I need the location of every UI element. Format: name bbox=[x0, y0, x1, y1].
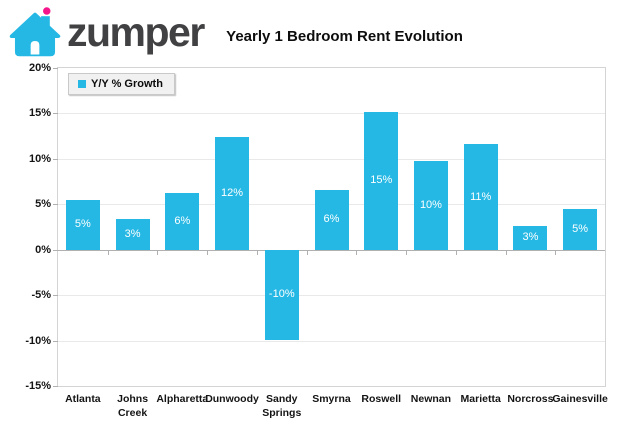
x-axis-tick bbox=[505, 249, 507, 255]
y-axis-tick bbox=[53, 340, 58, 342]
y-axis-tick bbox=[53, 249, 58, 251]
x-axis-tick bbox=[107, 249, 109, 255]
gridline bbox=[58, 113, 605, 115]
x-axis-category-label: Atlanta bbox=[65, 393, 101, 405]
zumper-wordmark: zumper bbox=[67, 8, 205, 55]
y-axis-tick bbox=[53, 386, 58, 387]
bar-value-label: 6% bbox=[174, 215, 191, 228]
legend-label: Y/Y % Growth bbox=[91, 78, 163, 90]
bar-sandy-springs: -10% bbox=[264, 249, 299, 340]
legend: Y/Y % Growth bbox=[68, 73, 175, 95]
gridline bbox=[58, 340, 605, 342]
x-axis-tick bbox=[256, 249, 258, 255]
y-axis-tick-label: 20% bbox=[28, 62, 51, 74]
x-axis-tick bbox=[157, 249, 159, 255]
bar-gainesville: 5% bbox=[563, 208, 598, 250]
legend-swatch bbox=[78, 80, 86, 88]
y-axis-tick bbox=[53, 158, 58, 160]
bar-value-label: 3% bbox=[124, 227, 141, 240]
x-axis-category-label: Gainesville bbox=[552, 393, 608, 405]
x-axis-tick bbox=[207, 249, 209, 255]
x-axis-category-label: Roswell bbox=[361, 393, 402, 405]
bar-value-label: 10% bbox=[419, 198, 442, 211]
y-axis-tick-label: -15% bbox=[25, 380, 51, 392]
bar-value-label: 15% bbox=[370, 174, 393, 187]
y-axis-tick-label: -10% bbox=[25, 334, 51, 347]
y-axis-tick bbox=[53, 295, 58, 297]
x-axis-tick bbox=[306, 249, 308, 255]
zero-axis-line bbox=[58, 249, 605, 251]
zumper-logo: zumper bbox=[8, 5, 205, 57]
y-axis-tick bbox=[53, 204, 58, 206]
bar-roswell: 15% bbox=[364, 111, 399, 250]
x-axis-category-label: Norcross bbox=[507, 393, 554, 405]
x-axis-category-label: Alpharetta bbox=[156, 393, 209, 405]
bar-value-label: 12% bbox=[221, 186, 244, 199]
gridline bbox=[58, 295, 605, 297]
gridline bbox=[58, 158, 605, 160]
bar-johns-creek: 3% bbox=[115, 218, 150, 250]
bar-value-label: 5% bbox=[572, 222, 589, 235]
bar-value-label: -10% bbox=[268, 288, 295, 301]
chart-plot-area: Y/Y % Growth 20% 15% 10% 5% 0% -5% -10% -15% 5% A… bbox=[25, 62, 608, 419]
bar-newnan: 10% bbox=[413, 160, 448, 250]
bar-atlanta: 5% bbox=[65, 199, 100, 250]
zumper-house-icon bbox=[9, 7, 61, 57]
x-axis-tick bbox=[356, 249, 358, 255]
y-axis-tick-label: 10% bbox=[28, 152, 51, 165]
x-axis-category-label: Dunwoody bbox=[205, 393, 259, 405]
y-axis-tick bbox=[53, 113, 58, 115]
bar-dunwoody: 12% bbox=[215, 137, 250, 250]
x-axis-tick bbox=[455, 249, 457, 255]
bar-marietta: 11% bbox=[463, 144, 498, 250]
bar-value-label: 5% bbox=[74, 218, 91, 231]
x-axis-category-label: Marietta bbox=[460, 393, 501, 405]
x-axis-category-label: Sandy Springs bbox=[262, 393, 302, 419]
x-axis-category-label: Newnan bbox=[410, 393, 452, 405]
bar-value-label: 11% bbox=[470, 190, 492, 203]
y-axis-tick-label: 0% bbox=[35, 243, 51, 256]
y-axis-tick-label: 15% bbox=[28, 107, 51, 120]
chart-title: Yearly 1 Bedroom Rent Evolution bbox=[226, 28, 463, 45]
bar-value-label: 3% bbox=[522, 231, 539, 244]
x-axis-tick bbox=[406, 249, 408, 255]
x-axis-category-label: Smyrna bbox=[312, 393, 351, 405]
bar-smyrna: 6% bbox=[314, 189, 349, 250]
x-axis-category-label: Johns Creek bbox=[117, 393, 149, 419]
y-axis-tick bbox=[53, 68, 58, 69]
bar-alpharetta: 6% bbox=[165, 193, 200, 250]
bar-norcross: 3% bbox=[513, 226, 548, 250]
y-axis-tick-label: -5% bbox=[31, 289, 51, 302]
x-axis-tick bbox=[555, 249, 557, 255]
y-axis-tick-label: 5% bbox=[35, 198, 51, 211]
bar-value-label: 6% bbox=[323, 213, 340, 226]
